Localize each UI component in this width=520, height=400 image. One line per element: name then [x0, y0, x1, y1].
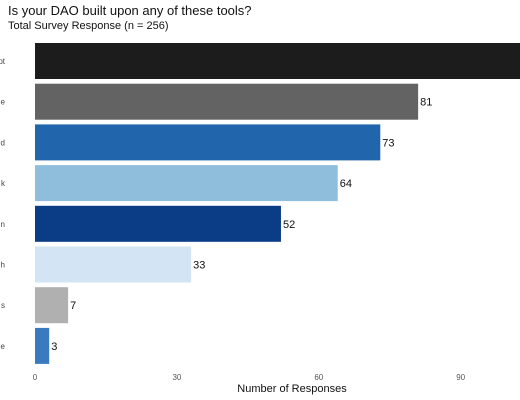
data-label-1: 81 [420, 97, 432, 109]
data-label-6: 7 [70, 300, 76, 312]
bar-4 [35, 205, 281, 242]
category-labels-group: pt e d k n h s e [0, 57, 6, 351]
bar-0 [35, 43, 520, 79]
category-label-4: n [1, 220, 5, 229]
data-label-2: 73 [382, 137, 394, 149]
x-tick-labels-group: 0 30 60 90 [33, 373, 466, 382]
data-label-7: 3 [51, 341, 57, 353]
bar-2 [35, 124, 381, 161]
x-tick-label-1: 30 [172, 373, 181, 382]
category-label-7: e [1, 342, 6, 351]
category-label-6: s [1, 301, 5, 310]
chart-title: Is your DAO built upon any of these tool… [8, 3, 252, 18]
x-tick-label-2: 60 [314, 373, 323, 382]
category-label-2: d [1, 138, 5, 147]
bars-group [35, 43, 520, 364]
bar-7 [35, 327, 50, 364]
data-label-4: 52 [283, 219, 295, 231]
bar-1 [35, 83, 419, 120]
bar-6 [35, 287, 69, 324]
x-tick-label-0: 0 [33, 373, 38, 382]
bar-3 [35, 165, 338, 202]
category-label-0: pt [0, 57, 6, 66]
x-tick-label-3: 90 [456, 373, 465, 382]
data-label-3: 64 [340, 178, 352, 190]
category-label-3: k [1, 179, 6, 188]
category-label-1: e [1, 98, 6, 107]
category-label-5: h [1, 261, 5, 270]
x-axis-title: Number of Responses [237, 383, 347, 395]
chart-subtitle: Total Survey Response (n = 256) [8, 20, 169, 32]
data-label-5: 33 [193, 260, 205, 272]
bar-5 [35, 246, 192, 283]
